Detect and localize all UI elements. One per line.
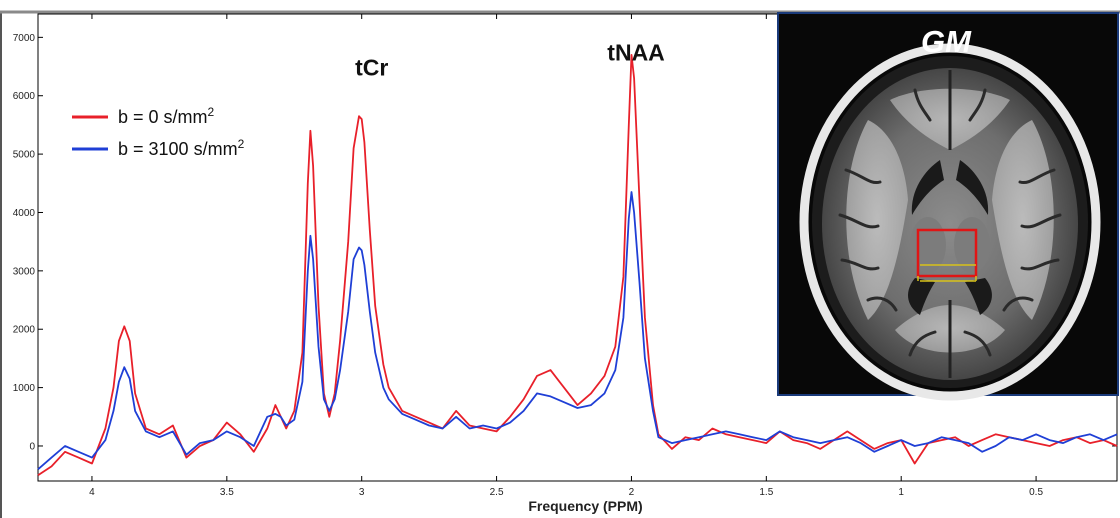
sulci xyxy=(838,88,1062,357)
x-axis: 4 3.5 3 2.5 2 1.5 1 0.5 xyxy=(89,14,1043,498)
y-tick-label: 1000 xyxy=(13,383,36,394)
lateral-ventricle-left xyxy=(911,160,944,215)
lateral-ventricle-right xyxy=(956,160,989,215)
x-axis-label: Frequency (PPM) xyxy=(528,498,642,514)
y-tick-label: 2000 xyxy=(13,325,36,336)
series-line-b0 xyxy=(37,54,1118,476)
series-layer xyxy=(37,54,1118,476)
series-line-b3100 xyxy=(37,191,1118,470)
x-tick-label: 1.5 xyxy=(759,487,773,498)
y-tick-label: 5000 xyxy=(13,150,36,161)
posterior-horn-right xyxy=(965,278,992,315)
peak-annotations: tCr tNAA xyxy=(355,40,665,81)
skull-outline xyxy=(799,43,1101,401)
x-tick-label: 3.5 xyxy=(220,487,234,498)
legend: b = 0 s/mm2 b = 3100 s/mm2 xyxy=(72,105,245,159)
y-tick-label: 6000 xyxy=(13,91,36,102)
white-matter-left xyxy=(846,120,908,320)
x-tick-label: 2 xyxy=(629,487,635,498)
peak-label-tcr: tCr xyxy=(355,54,388,80)
legend-label: b = 3100 s/mm2 xyxy=(118,137,245,159)
x-tick-label: 0.5 xyxy=(1029,487,1043,498)
x-tick-label: 4 xyxy=(89,487,95,498)
x-tick-label: 2.5 xyxy=(490,487,504,498)
roi-voxel-box xyxy=(916,228,978,278)
white-matter-right xyxy=(992,120,1054,320)
x-tick-label: 1 xyxy=(898,487,904,498)
inset-title: GM xyxy=(921,24,972,59)
x-tick-label: 3 xyxy=(359,487,365,498)
brain-mri-inset: GM xyxy=(777,12,1119,401)
y-tick-label: 7000 xyxy=(13,33,36,44)
legend-superscript: 2 xyxy=(208,105,215,119)
y-tick-label: 0 xyxy=(29,441,35,452)
y-tick-label: 3000 xyxy=(13,266,36,277)
legend-label: b = 0 s/mm2 xyxy=(118,105,215,127)
peak-label-tnaa: tNAA xyxy=(607,40,665,66)
posterior-horn-left xyxy=(908,278,935,315)
legend-superscript: 2 xyxy=(238,137,245,151)
y-tick-label: 4000 xyxy=(13,208,36,219)
